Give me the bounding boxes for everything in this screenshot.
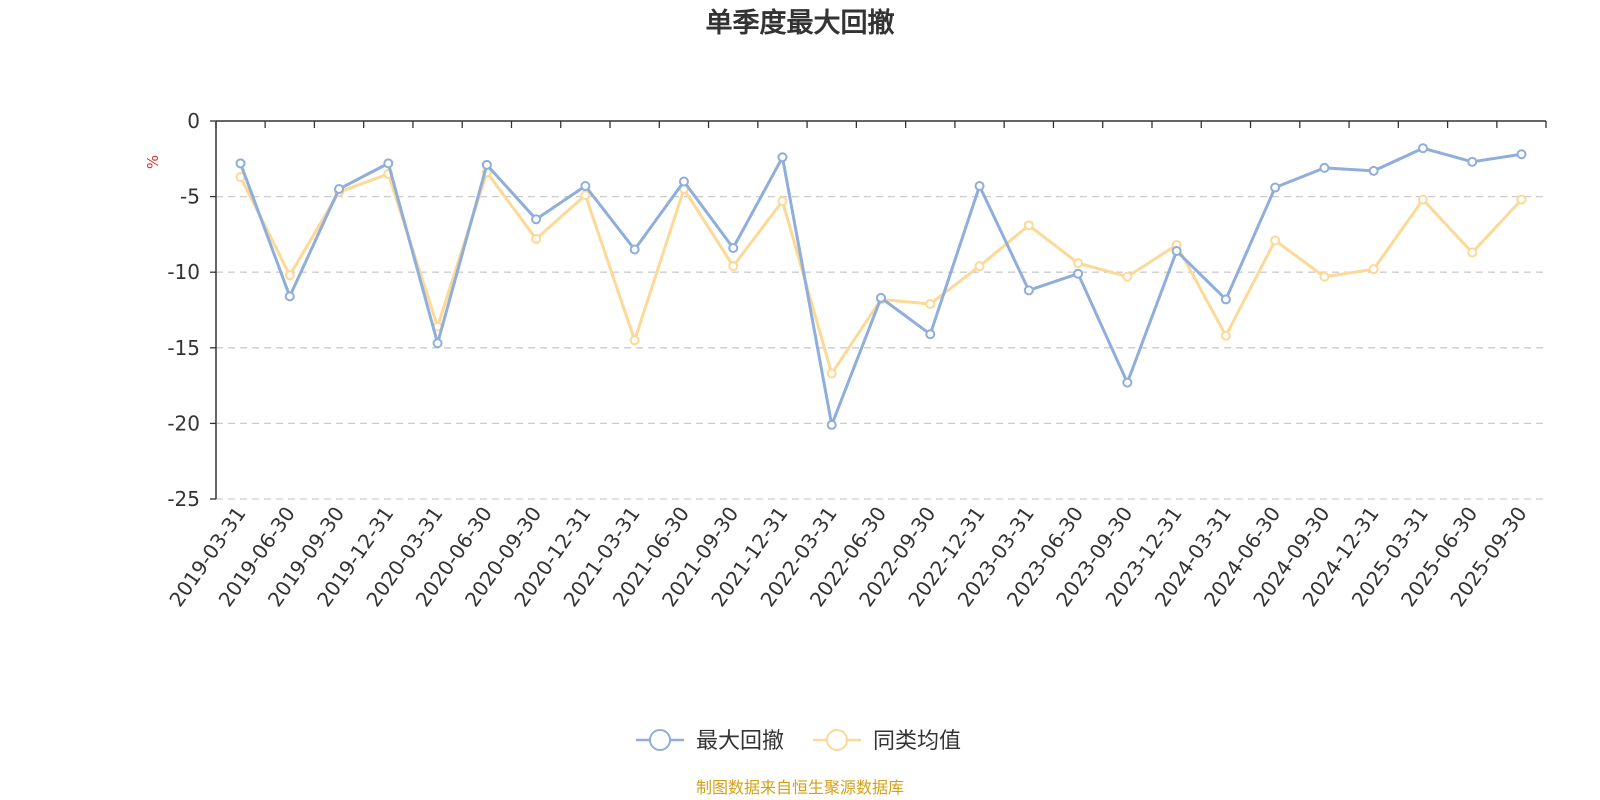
data-point[interactable] — [826, 368, 837, 379]
data-point[interactable] — [777, 152, 788, 163]
data-point[interactable] — [432, 338, 443, 349]
data-point[interactable] — [1368, 264, 1379, 275]
data-point[interactable] — [284, 270, 295, 281]
series-line — [239, 146, 1522, 427]
data-point[interactable] — [1516, 194, 1527, 205]
legend-label: 最大回撤 — [696, 729, 784, 754]
data-point[interactable] — [1319, 271, 1330, 282]
data-point[interactable] — [1122, 271, 1133, 282]
data-point[interactable] — [383, 158, 394, 169]
series-1 — [235, 167, 1527, 379]
y-tick-label: -15 — [167, 336, 200, 360]
data-point[interactable] — [1270, 235, 1281, 246]
data-point[interactable] — [826, 419, 837, 430]
data-point[interactable] — [580, 190, 591, 201]
data-point[interactable] — [1171, 246, 1182, 257]
data-point[interactable] — [925, 298, 936, 309]
y-tick-label: 0 — [187, 109, 200, 133]
data-point[interactable] — [629, 244, 640, 255]
legend-label: 同类均值 — [873, 729, 961, 754]
data-point[interactable] — [580, 181, 591, 192]
data-point[interactable] — [974, 261, 985, 272]
data-point[interactable] — [1467, 247, 1478, 258]
legend-marker — [826, 729, 848, 751]
data-point[interactable] — [777, 196, 788, 207]
data-point[interactable] — [531, 233, 542, 244]
data-point[interactable] — [1220, 330, 1231, 341]
data-point[interactable] — [531, 214, 542, 225]
series-0 — [235, 143, 1527, 430]
y-tick-label: -20 — [167, 411, 200, 435]
data-point[interactable] — [1319, 162, 1330, 173]
data-point[interactable] — [678, 176, 689, 187]
legend-marker — [649, 729, 671, 751]
axes: 0-5-10-15-20-252019-03-312019-06-302019-… — [164, 109, 1547, 611]
legend[interactable]: 最大回撤 同类均值 — [636, 729, 961, 754]
data-point[interactable] — [876, 292, 886, 303]
data-point[interactable] — [1270, 182, 1281, 193]
chart-title: 单季度最大回撤 — [706, 7, 895, 39]
y-tick-label: -10 — [167, 260, 200, 284]
data-point[interactable] — [974, 181, 985, 192]
data-point[interactable] — [629, 335, 640, 346]
data-point[interactable] — [1220, 294, 1231, 305]
data-point[interactable] — [1122, 377, 1133, 388]
legend-item-1[interactable]: 同类均值 — [813, 729, 961, 754]
legend-item-0[interactable]: 最大回撤 — [636, 729, 784, 754]
data-point[interactable] — [334, 184, 345, 195]
data-point[interactable] — [1417, 194, 1428, 205]
data-point[interactable] — [1023, 220, 1034, 231]
data-point[interactable] — [925, 329, 936, 340]
data-point[interactable] — [284, 291, 295, 302]
data-point[interactable] — [728, 261, 739, 272]
data-point[interactable] — [235, 158, 246, 169]
data-point[interactable] — [1368, 165, 1379, 176]
source-note: 制图数据来自恒生聚源数据库 — [696, 778, 904, 797]
data-point[interactable] — [1467, 156, 1478, 167]
grid-lines — [216, 195, 1546, 500]
y-tick-label: -25 — [167, 487, 200, 511]
data-point[interactable] — [1417, 143, 1428, 154]
series-lines — [235, 143, 1527, 430]
data-point[interactable] — [1073, 258, 1084, 269]
y-axis-unit: % — [144, 155, 162, 169]
data-point[interactable] — [1073, 268, 1084, 279]
y-tick-label: -5 — [180, 185, 200, 209]
data-point[interactable] — [1023, 285, 1034, 296]
data-point[interactable] — [728, 243, 739, 254]
data-point[interactable] — [481, 159, 492, 170]
data-point[interactable] — [1516, 149, 1527, 160]
